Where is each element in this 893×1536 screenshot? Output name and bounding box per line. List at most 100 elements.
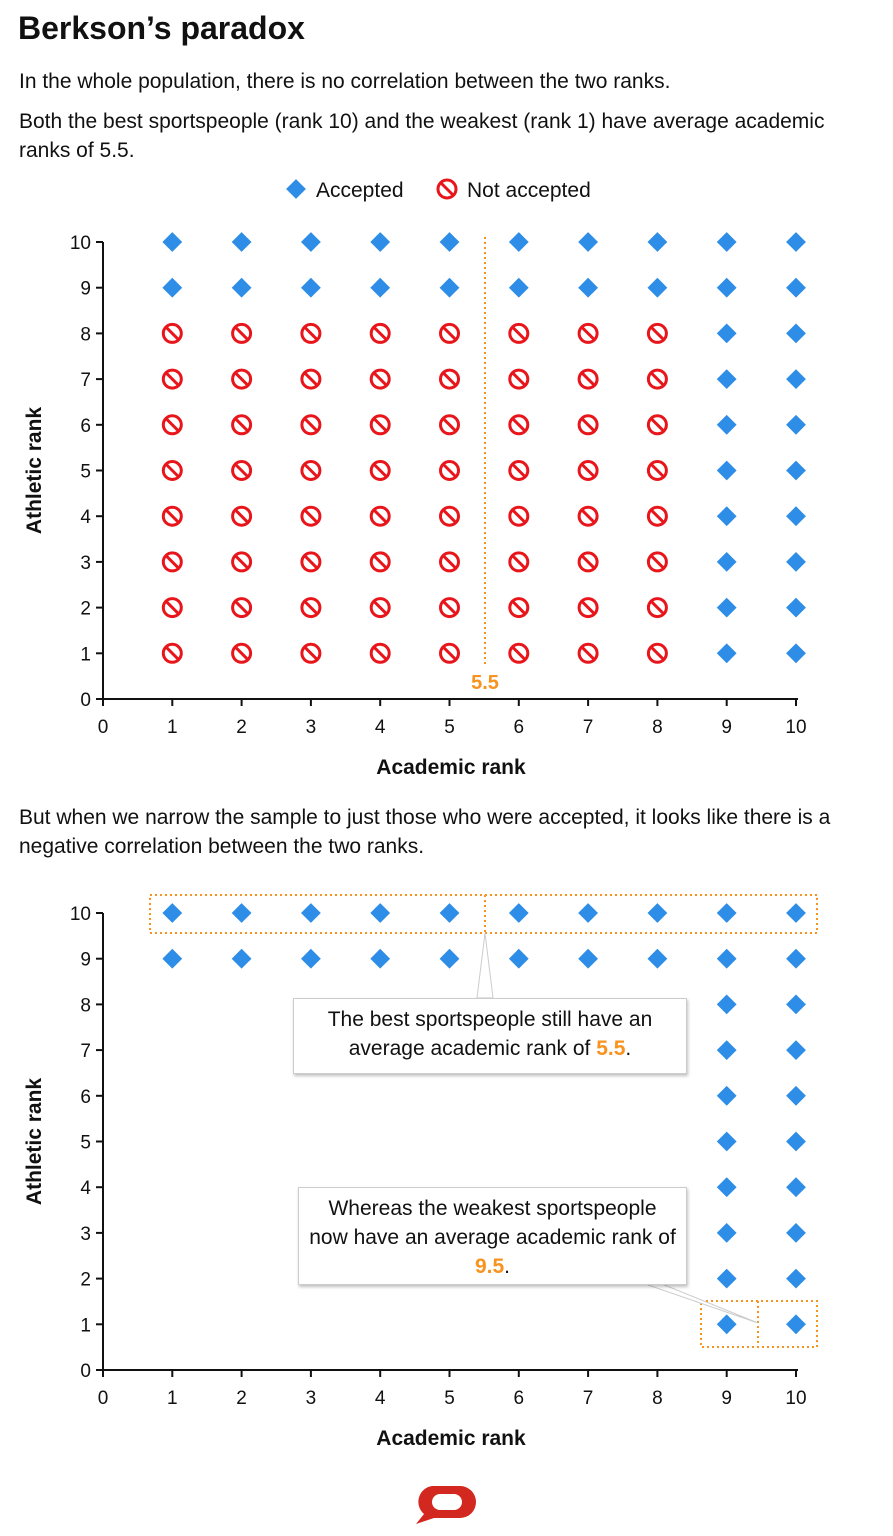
highlight-boxes (149, 894, 818, 1348)
x-axis-label: Academic rank (376, 1427, 526, 1450)
point-not-accepted (231, 642, 253, 664)
point-not-accepted (508, 597, 530, 619)
point-not-accepted (161, 322, 183, 344)
point-accepted (716, 1085, 737, 1106)
y-tick-label: 0 (80, 690, 91, 711)
x-axis-label: Academic rank (376, 756, 526, 779)
point-accepted (716, 1131, 737, 1152)
intro-text-2: Both the best sportspeople (rank 10) and… (19, 110, 825, 162)
point-not-accepted (231, 368, 253, 390)
point-not-accepted (439, 460, 460, 481)
point-not-accepted (231, 597, 253, 619)
point-accepted (716, 903, 737, 923)
point-not-accepted (577, 505, 599, 527)
point-accepted (786, 994, 806, 1015)
middle-text: But when we narrow the sample to just th… (19, 806, 831, 858)
point-not-accepted (300, 460, 322, 481)
point-not-accepted (508, 460, 530, 481)
callout-pointer-best (476, 932, 494, 999)
point-accepted (647, 903, 668, 923)
point-accepted (786, 552, 806, 572)
point-not-accepted (161, 505, 183, 527)
point-accepted (716, 597, 737, 618)
y-tick-label: 2 (80, 1270, 91, 1291)
y-tick-label: 10 (70, 904, 91, 925)
point-accepted (578, 903, 598, 923)
point-accepted (647, 277, 668, 298)
point-not-accepted (439, 642, 460, 664)
point-not-accepted (300, 642, 322, 664)
point-not-accepted (161, 414, 183, 436)
point-accepted (786, 277, 806, 298)
point-not-accepted (161, 551, 183, 573)
point-accepted (786, 597, 806, 618)
point-not-accepted (439, 322, 460, 344)
point-accepted (786, 1040, 806, 1060)
point-not-accepted (369, 551, 391, 573)
y-tick-label: 7 (80, 370, 91, 391)
point-accepted (231, 232, 252, 252)
point-not-accepted (577, 368, 599, 390)
point-not-accepted (646, 414, 668, 436)
point-accepted (786, 948, 806, 969)
point-accepted (301, 903, 321, 923)
point-accepted (301, 232, 321, 252)
y-tick-label: 4 (80, 1178, 91, 1199)
point-accepted (508, 903, 529, 923)
x-tick-label: 1 (167, 1388, 178, 1409)
x-tick-label: 1 (167, 717, 178, 738)
point-accepted (716, 414, 737, 435)
point-accepted (370, 277, 391, 298)
x-tick-label: 0 (98, 717, 109, 738)
y-tick-label: 6 (80, 416, 91, 437)
y-axis-label: Athletic rank (23, 407, 46, 535)
point-not-accepted (439, 551, 460, 573)
point-accepted (162, 277, 183, 298)
page-title: Berkson’s paradox (18, 10, 305, 46)
point-not-accepted (369, 642, 391, 664)
point-not-accepted (161, 460, 183, 481)
point-accepted (786, 460, 806, 481)
point-accepted (716, 552, 737, 572)
legend: Accepted Not accepted (286, 178, 591, 202)
point-not-accepted (369, 414, 391, 436)
intro-text-1: In the whole population, there is no cor… (19, 70, 671, 93)
point-accepted (786, 323, 806, 344)
point-accepted (162, 232, 183, 252)
y-tick-label: 3 (80, 553, 91, 574)
x-tick-label: 10 (785, 717, 806, 738)
x-tick-label: 10 (785, 1388, 806, 1409)
point-not-accepted (508, 551, 530, 573)
y-tick-label: 1 (80, 1315, 91, 1336)
point-not-accepted (161, 642, 183, 664)
point-not-accepted (439, 414, 460, 436)
x-tick-label: 4 (375, 1388, 386, 1409)
point-not-accepted (300, 505, 322, 527)
point-accepted (231, 903, 252, 923)
y-tick-label: 3 (80, 1224, 91, 1245)
y-tick-label: 4 (80, 507, 91, 528)
point-not-accepted (369, 460, 391, 481)
y-tick-label: 9 (80, 279, 91, 300)
point-accepted (508, 277, 529, 298)
x-tick-label: 8 (652, 1388, 663, 1409)
y-tick-label: 5 (80, 462, 91, 483)
x-tick-label: 3 (306, 717, 317, 738)
point-accepted (786, 1268, 806, 1289)
callout-weak: Whereas the weakest sportspeople now hav… (298, 1187, 687, 1285)
point-accepted (716, 460, 737, 481)
point-accepted (716, 643, 737, 664)
x-tick-label: 6 (514, 717, 525, 738)
point-not-accepted (231, 414, 253, 436)
point-accepted (716, 1177, 737, 1198)
point-accepted (162, 903, 183, 923)
point-accepted (786, 506, 806, 527)
y-tick-label: 6 (80, 1087, 91, 1108)
chart-whole-population: Accepted Not accepted 0 1 2 3 4 5 6 7 8 9 10 0 1 2 3 4 5… (23, 178, 807, 779)
point-not-accepted (300, 322, 322, 344)
point-accepted (786, 232, 806, 252)
point-accepted (716, 277, 737, 298)
point-accepted (370, 948, 391, 969)
point-not-accepted (646, 642, 668, 664)
point-not-accepted (508, 368, 530, 390)
